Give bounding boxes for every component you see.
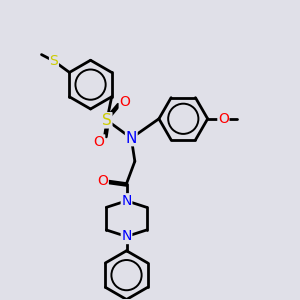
Text: O: O <box>97 174 108 188</box>
Text: O: O <box>218 112 229 126</box>
Text: S: S <box>50 54 58 68</box>
Text: O: O <box>94 135 105 149</box>
Text: N: N <box>121 194 132 208</box>
Text: S: S <box>102 113 112 128</box>
Text: O: O <box>119 95 130 109</box>
Text: N: N <box>126 130 137 146</box>
Text: N: N <box>121 230 132 244</box>
